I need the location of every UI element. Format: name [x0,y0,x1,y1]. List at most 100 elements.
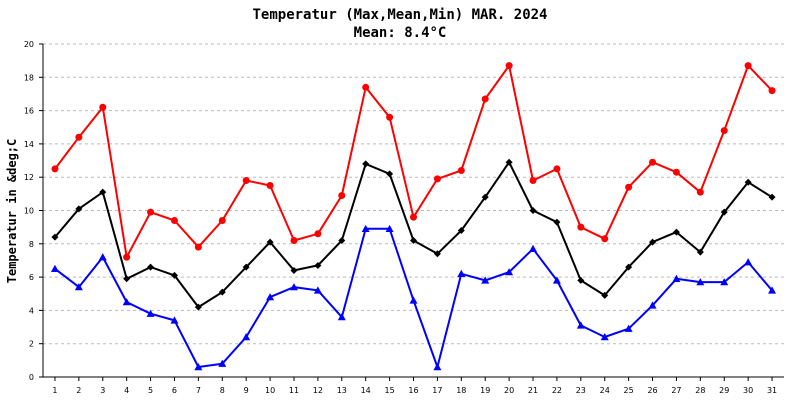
data-point [433,175,441,183]
data-point [553,218,561,226]
data-point [433,363,442,371]
data-point [338,192,346,200]
data-point [242,177,250,185]
data-point [386,113,394,121]
data-point [170,316,179,324]
data-point [457,167,465,175]
data-point [410,213,417,221]
data-point [123,275,131,283]
data-point [529,207,537,214]
data-point [576,321,585,329]
x-tick-label: 17 [432,386,442,395]
x-tick-label: 27 [671,386,681,395]
data-point [194,243,202,251]
x-tick-label: 6 [172,386,177,395]
data-point [194,363,203,371]
y-tick-label: 2 [29,340,34,349]
data-point [314,261,322,269]
y-tick-label: 8 [29,240,34,249]
y-tick-label: 16 [24,107,34,116]
data-point [768,193,776,201]
data-point [99,103,107,111]
y-axis-label: Temperatur in &deg;C [5,139,19,284]
x-tick-label: 4 [124,386,129,395]
data-point [720,278,729,286]
data-point [361,224,370,233]
data-point [577,276,585,284]
data-point [122,298,131,306]
data-point [529,244,538,252]
data-point [481,95,489,103]
x-tick-label: 18 [456,386,466,395]
data-series [50,62,777,371]
data-point [289,283,298,291]
data-point [744,258,753,266]
data-point [194,303,202,311]
x-tick-label: 21 [528,386,538,395]
data-point [290,236,298,244]
data-point [577,223,585,231]
y-tick-label: 12 [24,173,34,182]
data-point [744,178,752,186]
y-tick-label: 6 [29,273,34,282]
data-point [672,274,681,282]
x-tick-label: 13 [337,386,347,395]
x-tick-label: 20 [504,386,514,395]
x-tick-label: 2 [76,386,81,395]
data-point [552,276,561,284]
series-0 [51,62,776,261]
data-point [672,228,680,236]
data-point [98,253,107,261]
data-point [433,250,441,258]
data-point [362,83,370,91]
series-line [54,64,773,259]
data-point [649,158,657,166]
data-point [601,291,609,299]
y-tick-label: 20 [24,40,34,49]
data-point [625,263,633,271]
data-point [146,309,155,317]
data-point [505,268,514,276]
chart-title: Temperatur (Max,Mean,Min) MAR. 2024 [252,7,547,23]
data-point [696,248,704,256]
data-point [75,133,83,141]
data-point [147,263,155,271]
data-point [99,188,107,196]
data-point [505,62,513,70]
series-1 [51,158,776,311]
x-tick-label: 15 [385,386,395,395]
data-point [529,177,537,185]
x-tick-label: 26 [647,386,657,395]
data-point [170,216,178,224]
data-point [51,165,59,173]
data-point [147,208,155,216]
x-tick-label: 7 [196,386,201,395]
data-point [337,313,346,321]
series-line [54,161,773,309]
data-point [290,266,298,274]
data-point [218,359,227,367]
x-tick-label: 25 [624,386,634,395]
data-point [696,278,705,286]
y-tick-label: 0 [29,373,34,382]
data-point [266,182,274,190]
data-point [720,127,728,135]
data-point [266,293,275,301]
data-point [481,276,490,284]
data-point [457,269,466,277]
data-point [75,205,83,213]
x-tick-label: 3 [100,386,105,395]
data-point [242,333,251,341]
data-point [409,296,418,304]
x-tick-label: 28 [695,386,705,395]
data-point [720,208,728,216]
y-tick-label: 10 [24,207,34,216]
x-tick-label: 5 [148,386,153,395]
data-point [744,62,752,70]
x-tick-label: 19 [480,386,490,395]
data-point [338,236,346,244]
x-tick-label: 29 [719,386,729,395]
y-tick-label: 14 [24,140,34,149]
data-point [410,236,417,244]
